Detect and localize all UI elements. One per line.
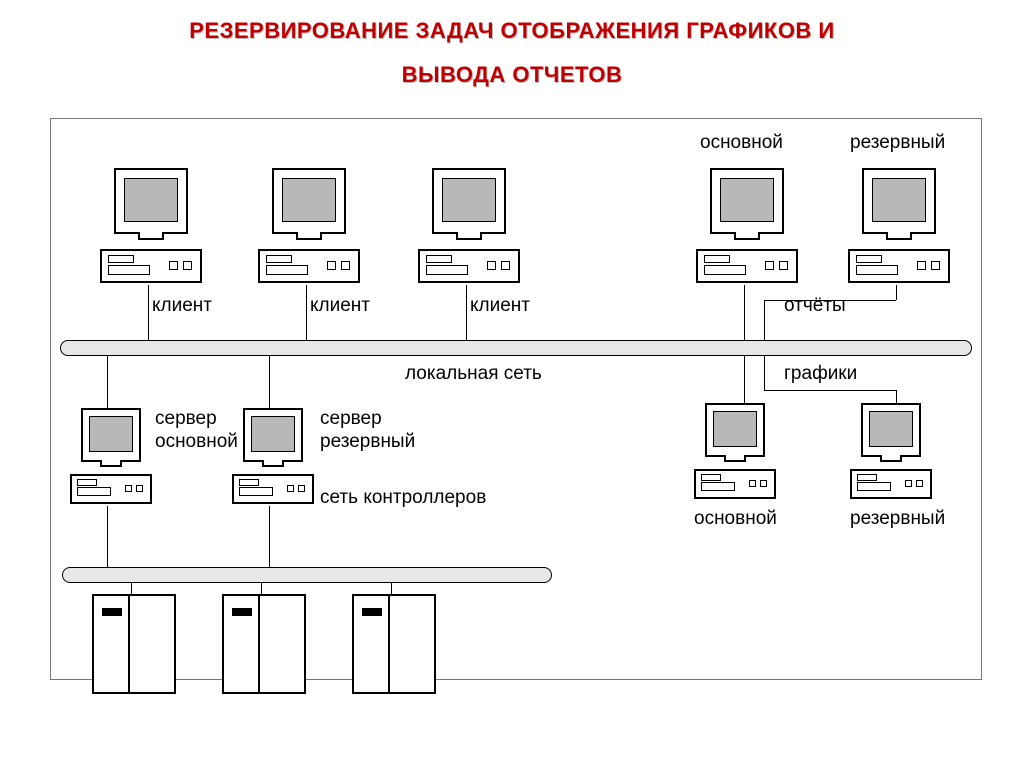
pc-reports-reserve	[848, 168, 946, 283]
mid-drop-2	[269, 356, 270, 408]
pc-client-1	[100, 168, 198, 283]
label-lan: локальная сеть	[405, 363, 542, 385]
label-srv-reserve: сервер резервный	[320, 408, 415, 454]
pc-graphics-main	[694, 403, 772, 499]
pc-server-reserve	[232, 408, 310, 504]
pc-client-2	[258, 168, 356, 283]
drop-1	[148, 285, 149, 340]
drop-5c	[764, 300, 765, 340]
title-line2: ВЫВОДА ОТЧЕТОВ	[0, 62, 1024, 88]
drop-4	[744, 285, 745, 340]
mid-drop-1	[107, 356, 108, 408]
label-graphics: графики	[784, 363, 857, 385]
title-line1: РЕЗЕРВИРОВАНИЕ ЗАДАЧ ОТОБРАЖЕНИЯ ГРАФИКО…	[189, 18, 835, 43]
controller-3	[352, 594, 432, 694]
pc-client-3	[418, 168, 516, 283]
label-reports: отчёты	[784, 295, 846, 317]
page-title: РЕЗЕРВИРОВАНИЕ ЗАДАЧ ОТОБРАЖЕНИЯ ГРАФИКО…	[0, 18, 1024, 88]
drop-3	[466, 285, 467, 340]
pc-reports-main	[696, 168, 794, 283]
label-client-2: клиент	[310, 295, 370, 317]
right-drop-2c	[896, 390, 897, 403]
right-drop-2a	[764, 356, 765, 390]
drop-5a	[896, 285, 897, 300]
label-bot-main: основной	[694, 508, 777, 530]
controller-bus	[62, 567, 552, 583]
label-client-3: клиент	[470, 295, 530, 317]
controller-1	[92, 594, 172, 694]
lan-bus	[60, 340, 972, 356]
right-drop-1a	[744, 356, 745, 403]
label-ctrl-net: сеть контроллеров	[320, 487, 486, 509]
srv-drop-1	[107, 506, 108, 567]
label-bot-reserve: резервный	[850, 508, 945, 530]
label-top-reserve: резервный	[850, 132, 945, 154]
right-drop-2b	[764, 390, 896, 391]
label-srv-main: сервер основной	[155, 408, 238, 454]
controller-2	[222, 594, 302, 694]
label-client-1: клиент	[152, 295, 212, 317]
pc-graphics-reserve	[850, 403, 928, 499]
srv-drop-2	[269, 506, 270, 567]
pc-server-main	[70, 408, 148, 504]
drop-2	[306, 285, 307, 340]
label-top-main: основной	[700, 132, 783, 154]
